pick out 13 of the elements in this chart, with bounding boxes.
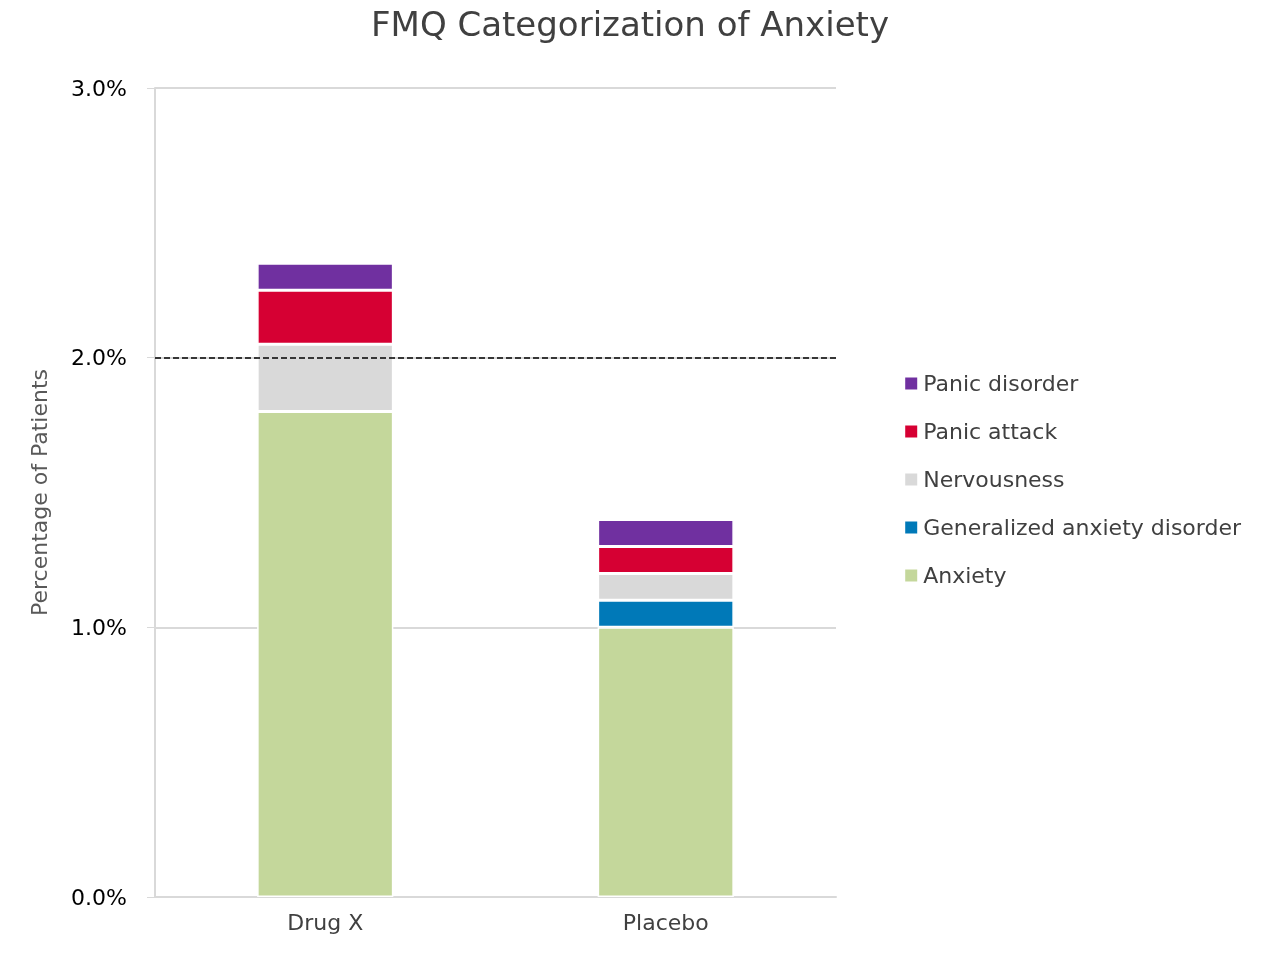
chart-title: FMQ Categorization of Anxiety	[370, 4, 890, 44]
x-tick-label: Drug X	[287, 909, 364, 935]
legend-label: Panic disorder	[923, 371, 1080, 396]
legend-label: Nervousness	[923, 467, 1065, 492]
legend-label: Anxiety	[923, 563, 1007, 588]
y-axis-title: Percentage of Patients	[26, 368, 52, 617]
y-tick-label: 0.0%	[71, 884, 127, 910]
y-tick-label: 1.0%	[71, 614, 127, 640]
y-tick-label: 3.0%	[71, 75, 127, 101]
y-tick-label: 2.0%	[71, 345, 127, 371]
x-tick-label: Placebo	[622, 909, 709, 935]
legend-label: Generalized anxiety disorder	[923, 515, 1242, 540]
legend-label: Panic attack	[923, 419, 1058, 444]
